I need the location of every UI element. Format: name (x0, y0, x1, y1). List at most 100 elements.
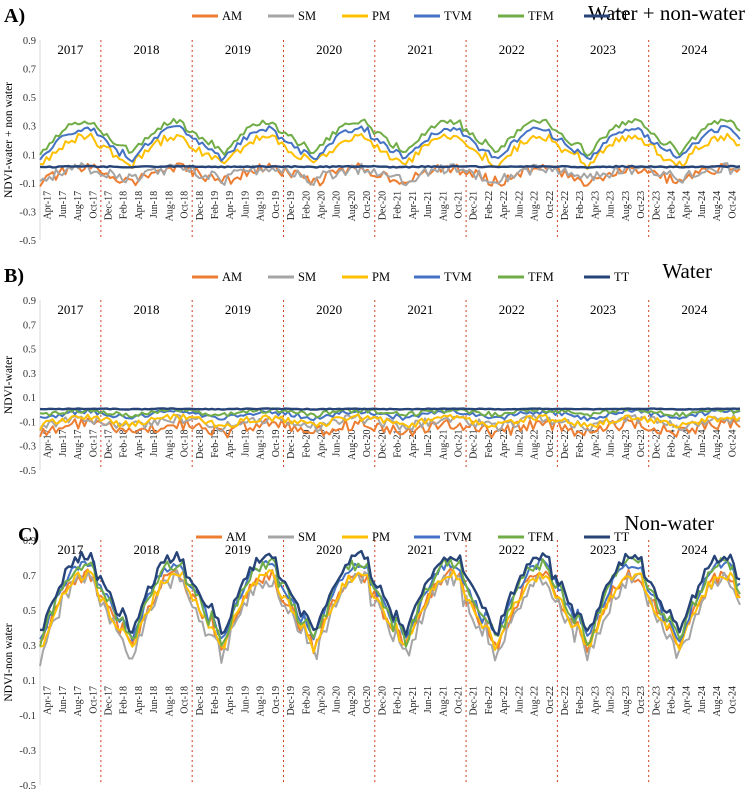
x-tick-label: Feb-21 (393, 429, 404, 457)
y-tick-label: -0.3 (19, 207, 36, 218)
series-line-tvm (39, 125, 741, 163)
x-tick-label: Jun-20 (332, 429, 343, 456)
x-tick-label: Jun-20 (332, 686, 343, 713)
x-tick-label: Feb-20 (301, 191, 312, 219)
y-tick-label: -0.3 (19, 442, 36, 453)
x-tick-label: Aug-23 (621, 686, 632, 717)
x-tick-label: Jun-23 (606, 429, 617, 456)
series-line-pm (39, 132, 741, 170)
x-tick-label: Apr-24 (682, 429, 693, 458)
x-tick-label: Feb-22 (484, 429, 495, 457)
x-tick-label: Apr-19 (225, 191, 236, 220)
legend-label-tfm: TFM (528, 270, 554, 284)
x-tick-label: Dec-18 (195, 191, 206, 220)
x-tick-label: Dec-20 (377, 191, 388, 220)
y-tick-label: 0.1 (23, 150, 36, 161)
legend-label-pm: PM (372, 9, 390, 23)
year-label-2018: 2018 (134, 42, 160, 57)
year-label-2020: 2020 (316, 42, 342, 57)
x-tick-label: Apr-20 (317, 429, 328, 458)
year-label-2022: 2022 (499, 302, 525, 317)
x-tick-label: Apr-18 (134, 191, 145, 220)
year-label-2021: 2021 (407, 302, 433, 317)
x-tick-label: Oct-18 (180, 191, 191, 219)
x-tick-label: Apr-23 (590, 429, 601, 458)
x-tick-label: Apr-20 (317, 191, 328, 220)
legend-label-tfm: TFM (528, 530, 554, 544)
legend-label-sm: SM (298, 9, 316, 23)
panel-title: Water + non-water (588, 1, 745, 25)
x-tick-label: Jun-17 (58, 686, 69, 713)
x-tick-label: Jun-22 (514, 686, 525, 713)
x-tick-label: Aug-18 (164, 191, 175, 222)
x-tick-label: Apr-19 (225, 429, 236, 458)
x-tick-label: Apr-21 (408, 191, 419, 220)
x-tick-label: Jun-24 (697, 686, 708, 713)
legend-label-tt: TT (614, 530, 630, 544)
year-label-2018: 2018 (134, 542, 160, 557)
x-tick-label: Dec-23 (651, 686, 662, 715)
x-tick-label: Jun-18 (149, 191, 160, 218)
x-tick-label: Oct-24 (727, 686, 738, 714)
x-tick-label: Dec-17 (103, 686, 114, 715)
panel-label: A) (4, 5, 25, 27)
x-tick-label: Apr-24 (682, 686, 693, 715)
x-tick-label: Dec-23 (651, 429, 662, 458)
x-tick-label: Apr-23 (590, 686, 601, 715)
x-tick-label: Oct-17 (88, 429, 99, 457)
x-tick-label: Aug-22 (530, 429, 541, 460)
year-label-2020: 2020 (316, 302, 342, 317)
x-tick-label: Dec-19 (286, 429, 297, 458)
x-tick-label: Dec-19 (286, 191, 297, 220)
x-tick-label: Oct-22 (545, 686, 556, 714)
x-tick-label: Dec-17 (103, 429, 114, 458)
x-tick-label: Feb-23 (575, 191, 586, 219)
series-line-sm (39, 162, 741, 187)
x-tick-label: Oct-23 (636, 191, 647, 219)
x-tick-label: Apr-17 (43, 686, 54, 715)
y-tick-label: 0.7 (23, 320, 36, 331)
x-tick-label: Feb-19 (210, 429, 221, 457)
x-tick-label: Feb-23 (575, 686, 586, 714)
x-tick-label: Aug-21 (438, 191, 449, 222)
x-tick-label: Aug-24 (712, 429, 723, 460)
year-label-2022: 2022 (499, 542, 525, 557)
x-tick-label: Jun-22 (514, 429, 525, 456)
series-line-sm (39, 569, 741, 667)
x-tick-label: Jun-24 (697, 429, 708, 456)
y-tick-label: 0.5 (23, 93, 36, 104)
x-tick-label: Oct-17 (88, 686, 99, 714)
x-tick-label: Apr-21 (408, 686, 419, 715)
x-tick-label: Aug-24 (712, 686, 723, 717)
y-tick-label: -0.5 (19, 466, 36, 477)
x-tick-label: Oct-17 (88, 191, 99, 219)
legend-label-tt: TT (614, 270, 630, 284)
x-tick-label: Jun-23 (606, 686, 617, 713)
series-line-tt (39, 549, 741, 637)
x-tick-label: Oct-19 (271, 686, 282, 714)
x-tick-label: Dec-20 (377, 686, 388, 715)
x-tick-label: Feb-24 (667, 191, 678, 219)
legend-label-pm: PM (372, 530, 390, 544)
x-tick-label: Jun-17 (58, 191, 69, 218)
year-label-2022: 2022 (499, 42, 525, 57)
legend-label-sm: SM (298, 530, 316, 544)
y-tick-label: 0.3 (23, 122, 36, 133)
panel-label: C) (18, 524, 39, 546)
x-tick-label: Jun-20 (332, 191, 343, 218)
x-tick-label: Apr-22 (499, 686, 510, 715)
legend-label-am: AM (226, 530, 246, 544)
year-label-2017: 2017 (57, 302, 84, 317)
x-tick-label: Apr-18 (134, 429, 145, 458)
x-tick-label: Dec-22 (560, 686, 571, 715)
y-tick-label: -0.1 (19, 179, 36, 190)
x-tick-label: Apr-20 (317, 686, 328, 715)
year-label-2021: 2021 (407, 42, 433, 57)
x-tick-label: Oct-23 (636, 429, 647, 457)
x-tick-label: Jun-17 (58, 429, 69, 456)
x-tick-label: Oct-18 (180, 686, 191, 714)
x-tick-label: Dec-22 (560, 191, 571, 220)
x-tick-label: Jun-23 (606, 191, 617, 218)
x-tick-label: Apr-18 (134, 686, 145, 715)
panel-label: B) (4, 265, 24, 287)
